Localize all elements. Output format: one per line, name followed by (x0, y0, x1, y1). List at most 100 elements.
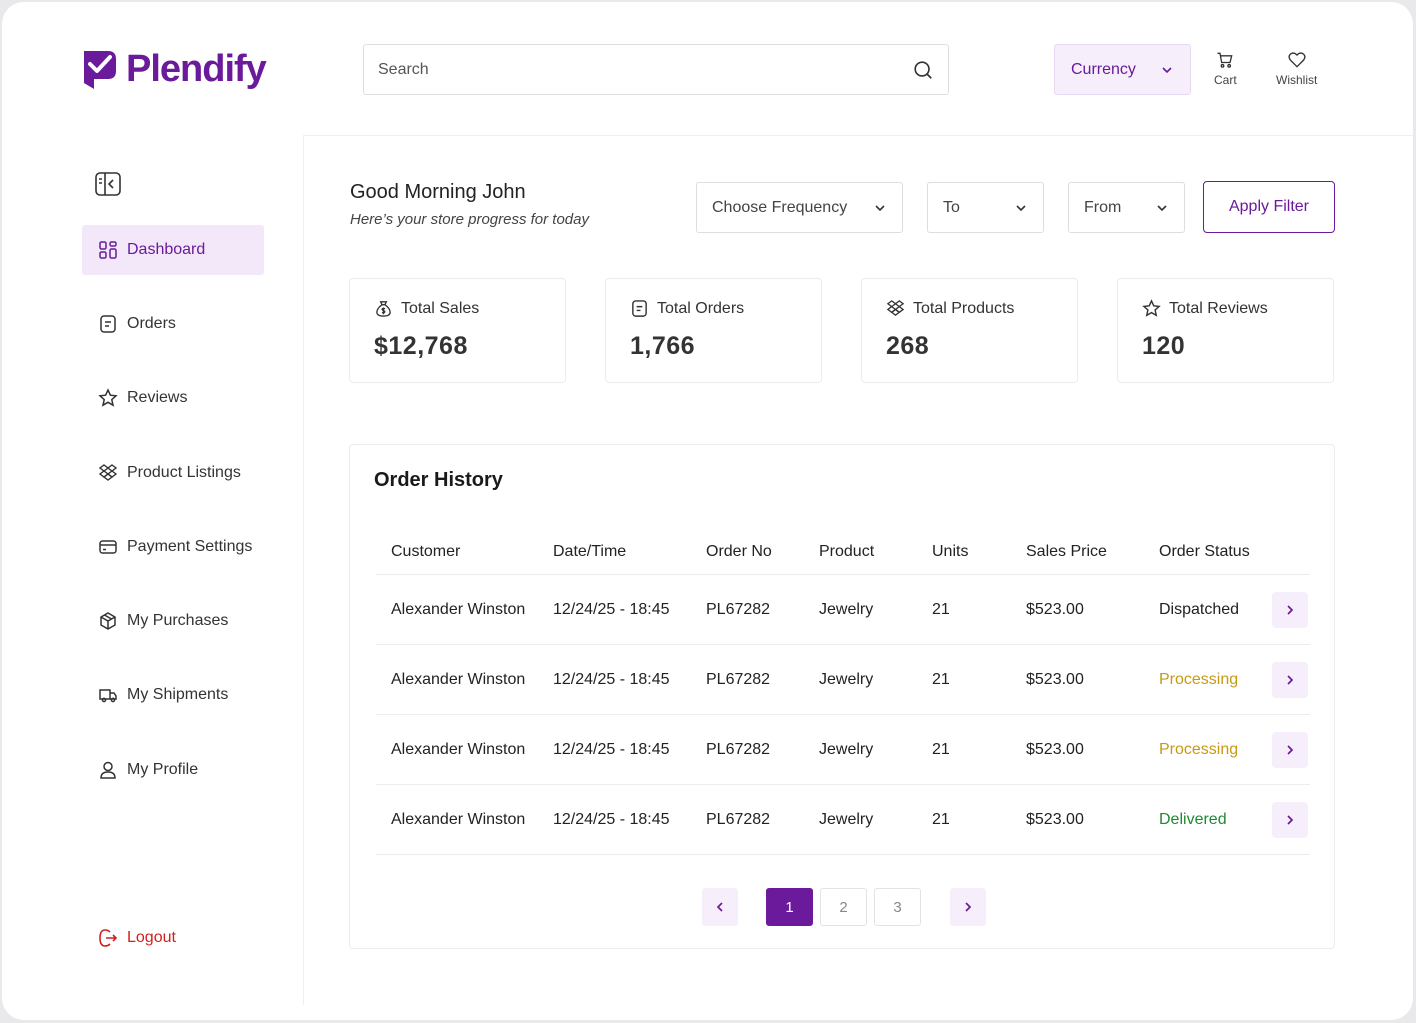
chevron-right-icon (1287, 744, 1294, 755)
sidebar-item-orders[interactable]: Orders (82, 299, 264, 349)
brand-logo[interactable]: Plendify (82, 48, 267, 91)
logo-check-icon (84, 50, 116, 89)
sidebar-item-label: Dashboard (127, 241, 206, 258)
star-icon (1142, 299, 1161, 317)
search-input[interactable]: Search (363, 44, 949, 95)
column-header: Units (932, 542, 969, 560)
boxes-icon (886, 300, 905, 316)
chevron-right-icon (1287, 604, 1294, 615)
sidebar-divider (303, 135, 304, 1005)
cell-status: Delivered (1159, 810, 1227, 828)
cell-customer: Alexander Winston (391, 810, 526, 828)
receipt-icon (100, 315, 116, 333)
cart-button[interactable]: Cart (1214, 50, 1237, 87)
search-icon[interactable] (912, 59, 934, 81)
column-header: Sales Price (1026, 542, 1107, 560)
heart-icon (1288, 52, 1306, 68)
column-header: Order Status (1159, 542, 1250, 560)
search-placeholder: Search (378, 60, 429, 78)
chevron-down-icon (1016, 204, 1026, 211)
user-icon (100, 761, 116, 779)
sidebar-item-my-profile[interactable]: My Profile (82, 745, 264, 795)
chevron-right-icon (1287, 814, 1294, 825)
stat-card-total-reviews: Total Reviews 120 (1117, 278, 1334, 383)
wishlist-label: Wishlist (1276, 73, 1318, 87)
cell-datetime: 12/24/25 - 18:45 (553, 810, 670, 828)
stat-value: $12,768 (374, 332, 468, 360)
greeting-subtitle: Here’s your store progress for today (350, 211, 589, 228)
row-details-button[interactable] (1272, 731, 1308, 768)
sidebar-item-product-listings[interactable]: Product Listings (82, 448, 264, 498)
cell-product: Jewelry (819, 810, 874, 828)
truck-icon (99, 689, 117, 703)
cell-price: $523.00 (1026, 740, 1084, 758)
cell-status: Processing (1159, 740, 1239, 758)
apply-filter-button[interactable]: Apply Filter (1203, 181, 1335, 233)
cell-order-no: PL67282 (706, 670, 771, 688)
money-bag-icon (376, 301, 391, 317)
to-date-dropdown[interactable]: To (927, 182, 1044, 233)
cell-status: Processing (1159, 670, 1239, 688)
page-1-button[interactable]: 1 (766, 888, 813, 926)
cell-order-no: PL67282 (706, 740, 771, 758)
cell-product: Jewelry (819, 600, 874, 618)
table-row: Alexander Winston 12/24/25 - 18:45 PL672… (376, 715, 1310, 785)
sidebar-item-my-purchases[interactable]: My Purchases (82, 596, 264, 646)
receipt-icon (632, 300, 647, 317)
to-label: To (943, 198, 960, 216)
stat-value: 1,766 (630, 332, 696, 360)
card-icon (99, 540, 117, 554)
star-icon (98, 388, 118, 407)
row-details-button[interactable] (1272, 591, 1308, 628)
column-header: Order No (706, 542, 772, 560)
sidebar-item-label: Product Listings (127, 464, 241, 481)
wishlist-button[interactable]: Wishlist (1276, 50, 1317, 87)
cell-customer: Alexander Winston (391, 740, 526, 758)
cell-customer: Alexander Winston (391, 600, 526, 618)
chevron-left-icon (716, 902, 723, 912)
logout-button[interactable]: Logout (82, 913, 264, 963)
stat-label: Total Reviews (1169, 299, 1268, 317)
sidebar-item-my-shipments[interactable]: My Shipments (82, 670, 264, 720)
sidebar-collapse-icon[interactable] (94, 170, 122, 198)
cell-customer: Alexander Winston (391, 670, 526, 688)
page-2-button[interactable]: 2 (820, 888, 867, 926)
from-date-dropdown[interactable]: From (1068, 182, 1185, 233)
frequency-dropdown[interactable]: Choose Frequency (696, 182, 903, 233)
order-history-title: Order History (374, 469, 503, 491)
column-header: Customer (391, 542, 461, 560)
sidebar-item-label: Orders (127, 315, 176, 332)
stat-card-total-orders: Total Orders 1,766 (605, 278, 822, 383)
cell-datetime: 12/24/25 - 18:45 (553, 670, 670, 688)
currency-label: Currency (1071, 60, 1136, 78)
currency-dropdown[interactable]: Currency (1054, 44, 1191, 95)
stat-card-total-products: Total Products 268 (861, 278, 1078, 383)
stat-value: 268 (886, 332, 930, 360)
table-row: Alexander Winston 12/24/25 - 18:45 PL672… (376, 785, 1310, 855)
stat-label: Total Orders (657, 299, 745, 317)
row-details-button[interactable] (1272, 661, 1308, 698)
table-header: Customer Date/Time Order No Product Unit… (376, 529, 1310, 575)
sidebar-item-dashboard[interactable]: Dashboard (82, 225, 264, 275)
page-3-button[interactable]: 3 (874, 888, 921, 926)
cart-icon (1217, 52, 1233, 68)
sidebar-item-reviews[interactable]: Reviews (82, 373, 264, 423)
cell-status: Dispatched (1159, 600, 1240, 618)
next-page-button[interactable] (950, 888, 986, 926)
sidebar-item-label: My Profile (127, 761, 199, 778)
sidebar-item-payment-settings[interactable]: Payment Settings (82, 522, 264, 572)
prev-page-button[interactable] (702, 888, 738, 926)
frequency-label: Choose Frequency (712, 198, 848, 216)
cell-datetime: 12/24/25 - 18:45 (553, 740, 670, 758)
sidebar-item-label: My Purchases (127, 612, 229, 629)
cell-price: $523.00 (1026, 810, 1084, 828)
row-details-button[interactable] (1272, 801, 1308, 838)
chevron-down-icon (1157, 204, 1167, 211)
sidebar-item-label: Payment Settings (127, 538, 253, 555)
cell-order-no: PL67282 (706, 600, 771, 618)
cell-units: 21 (932, 740, 950, 758)
package-icon (100, 612, 116, 630)
chevron-down-icon (875, 204, 885, 211)
chevron-down-icon (1162, 66, 1172, 73)
